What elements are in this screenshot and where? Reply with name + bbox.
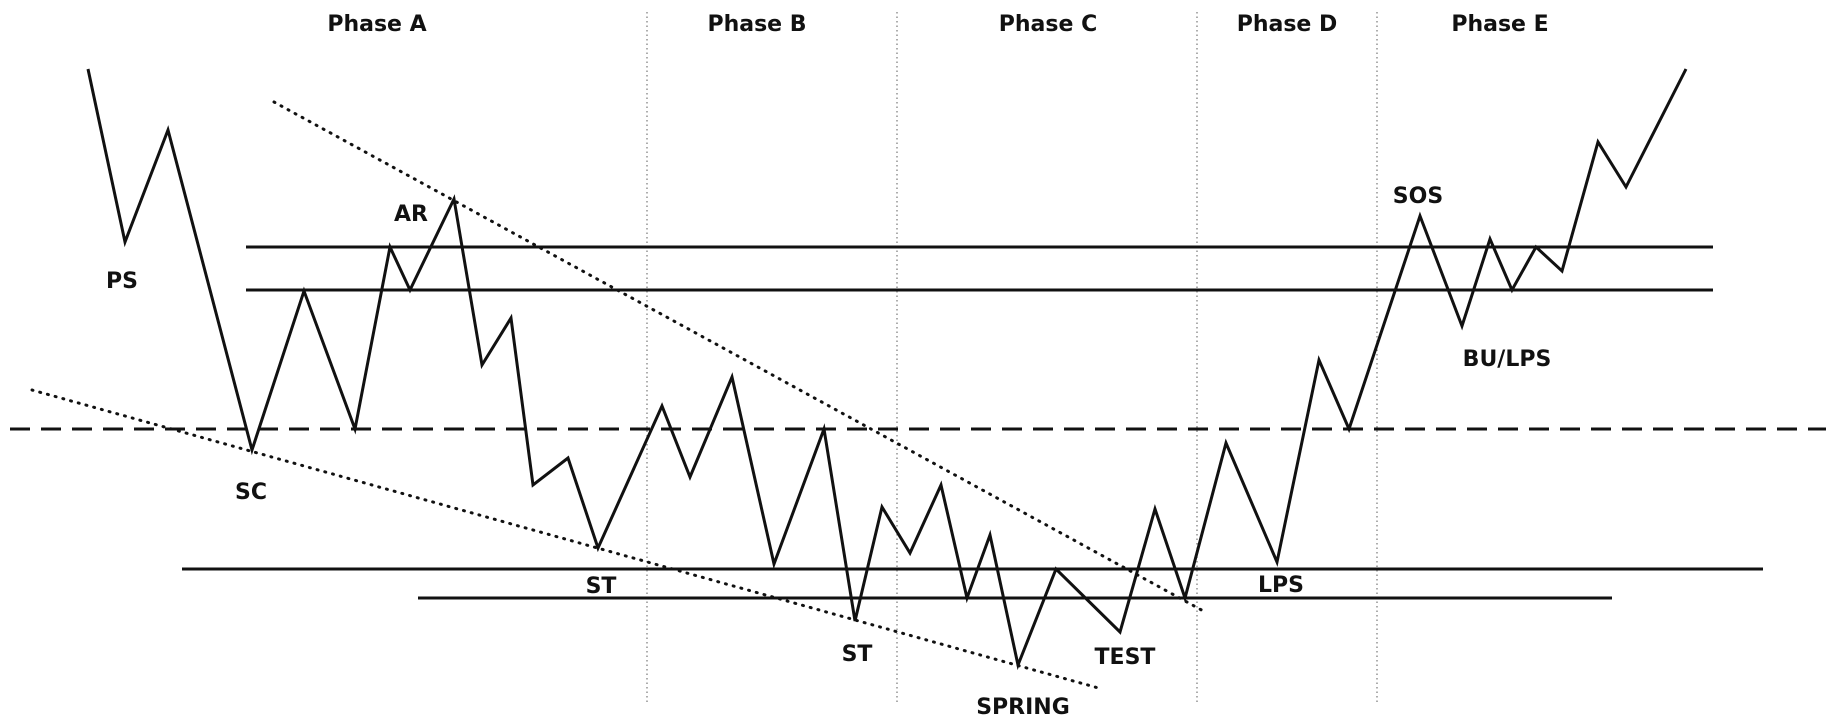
horizontal-levels <box>10 245 1826 600</box>
price-path <box>86 68 1688 671</box>
downtrend-lower-line <box>30 388 1104 691</box>
phase-b-heading: Phase B <box>707 12 806 37</box>
phase-e-heading: Phase E <box>1451 12 1548 37</box>
label-ps: PS <box>106 269 138 294</box>
downtrend-upper-line <box>272 100 1209 615</box>
label-test: TEST <box>1095 645 1156 670</box>
label-sc: SC <box>235 480 267 505</box>
label-sos: SOS <box>1393 184 1443 209</box>
label-lps: LPS <box>1258 573 1304 598</box>
phase-headings: Phase A Phase B Phase C Phase D Phase E <box>327 12 1548 37</box>
trend-lines <box>30 100 1209 691</box>
label-st-phase-b-second: ST <box>842 642 873 667</box>
event-labels: PS SC AR ST ST SPRING TEST LPS SOS BU/LP… <box>106 184 1551 720</box>
label-spring: SPRING <box>976 695 1070 720</box>
phase-c-heading: Phase C <box>999 12 1097 37</box>
label-ar: AR <box>394 202 428 227</box>
label-bu-lps: BU/LPS <box>1463 347 1552 372</box>
phase-d-heading: Phase D <box>1237 12 1338 37</box>
phase-a-heading: Phase A <box>327 12 426 37</box>
label-st-phase-b-first: ST <box>586 574 617 599</box>
